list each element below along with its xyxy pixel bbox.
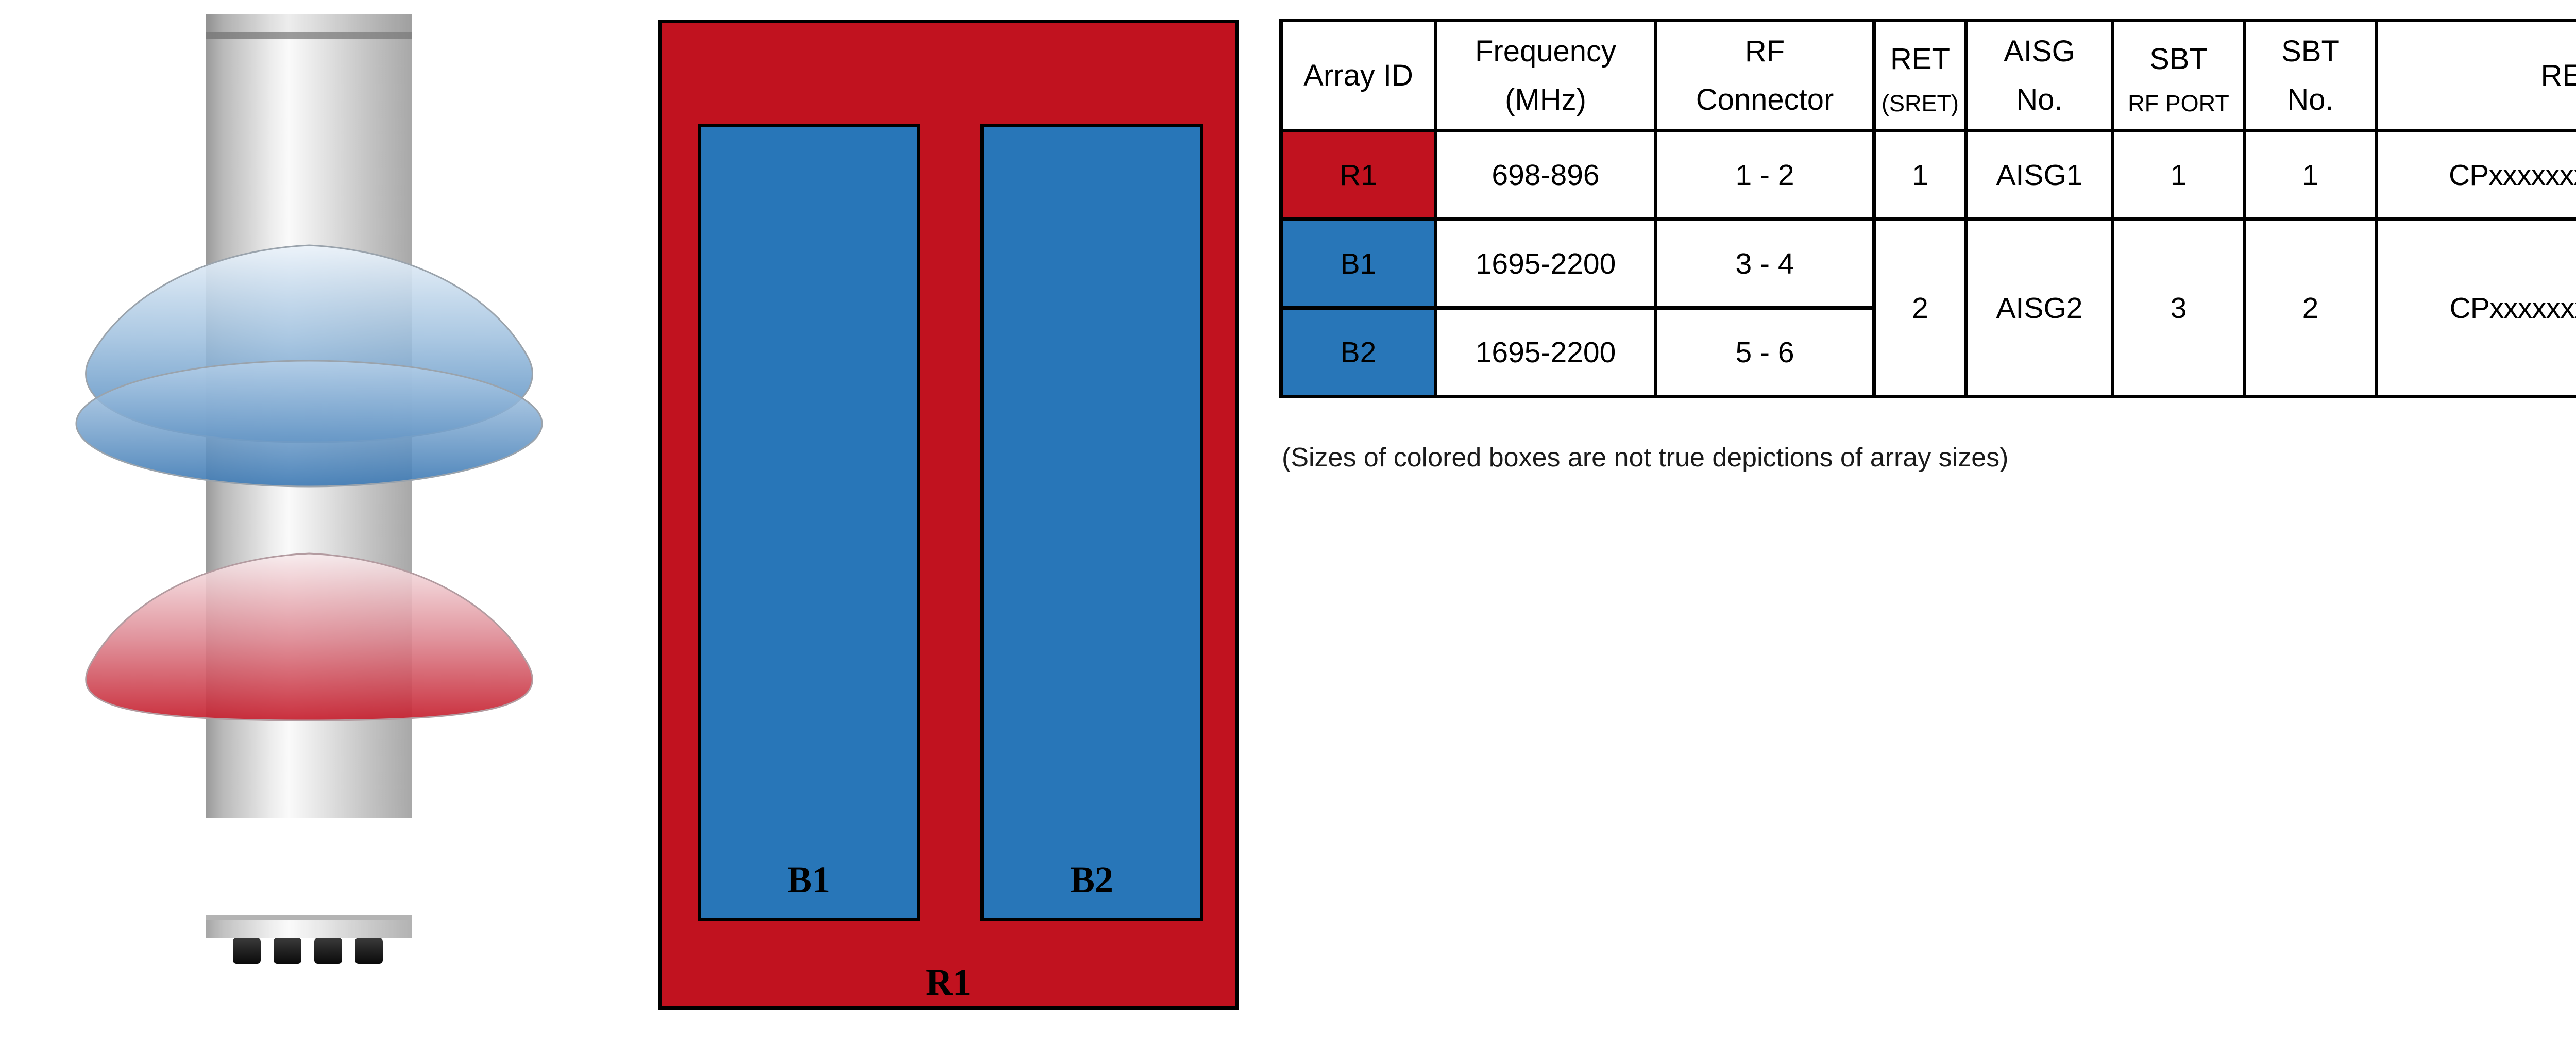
array-box-b1-label: B1 — [787, 859, 831, 900]
array-box-b2: B2 — [980, 124, 1203, 921]
header-rf-connector: RF Connector — [1654, 19, 1876, 132]
cell-r1-rf-connector: 1 - 2 — [1654, 129, 1876, 221]
antenna-illustration — [75, 14, 543, 964]
cell-b-merged-ret: 2 — [1872, 217, 1968, 398]
cell-b1-id: B1 — [1279, 217, 1437, 310]
cell-r1-sbt-no: 1 — [2243, 129, 2378, 221]
cell-r1-aisg: AISG1 — [1964, 129, 2114, 221]
header-aisg-no: AISG No. — [1964, 19, 2114, 132]
sizes-disclaimer-note: (Sizes of colored boxes are not true dep… — [1282, 443, 2009, 473]
header-frequency: Frequency (MHz) — [1434, 19, 1657, 132]
table-row-r1: R1 698-896 1 - 2 1 AISG1 1 1 CPxxxxxxxxx… — [1279, 129, 2576, 221]
table-row-b1: B1 1695-2200 3 - 4 2 AISG2 3 2 CPxxxxxxx… — [1279, 217, 2576, 398]
cell-r1-ret-uid: CPxxxxxxxxxxxxxxxxR1 — [2375, 129, 2576, 221]
header-sbt-no: SBT No. — [2243, 19, 2378, 132]
cell-b-merged-sbt-no: 2 — [2243, 217, 2378, 398]
cell-b1-frequency: 1695-2200 — [1434, 217, 1657, 310]
array-box-b1: B1 — [698, 124, 920, 921]
cylinder-bottom-seam — [206, 915, 412, 920]
header-sbt-rf-port: SBT RF PORT — [2111, 19, 2246, 132]
lower-beam-red — [85, 552, 533, 721]
cell-b2-frequency: 1695-2200 — [1434, 306, 1657, 398]
cell-b-merged-sbt-rf-port: 3 — [2111, 217, 2246, 398]
cell-b-merged-ret-uid: CPxxxxxxxxxxxxxxxxB1 — [2375, 217, 2576, 398]
array-box-b2-label: B2 — [1070, 859, 1114, 900]
header-array-id: Array ID — [1279, 19, 1437, 132]
cylinder-top-band — [206, 32, 412, 39]
cell-b2-rf-connector: 5 - 6 — [1654, 306, 1876, 398]
table-row-b2: B2 1695-2200 5 - 6 — [1279, 306, 2576, 398]
array-spec-table: Array ID Frequency (MHz) RF Connector RE… — [1279, 19, 2576, 398]
cell-b-merged-aisg: AISG2 — [1964, 217, 2114, 398]
table-header-row: Array ID Frequency (MHz) RF Connector RE… — [1279, 19, 2576, 132]
cell-r1-ret: 1 — [1872, 129, 1968, 221]
cell-b2-id: B2 — [1279, 306, 1437, 398]
cell-r1-frequency: 698-896 — [1434, 129, 1657, 221]
header-ret-uid: RET UID — [2375, 19, 2576, 132]
upper-beam-blue — [75, 244, 543, 488]
array-panel-r1: B1 B2 R1 — [658, 20, 1239, 1010]
cell-r1-sbt-rf-port: 1 — [2111, 129, 2246, 221]
cell-b1-rf-connector: 3 - 4 — [1654, 217, 1876, 310]
header-ret-sret: RET (SRET) — [1872, 19, 1968, 132]
array-panel-r1-label: R1 — [926, 962, 971, 1003]
cell-r1-id: R1 — [1279, 129, 1437, 221]
antenna-connector-studs — [233, 938, 383, 964]
